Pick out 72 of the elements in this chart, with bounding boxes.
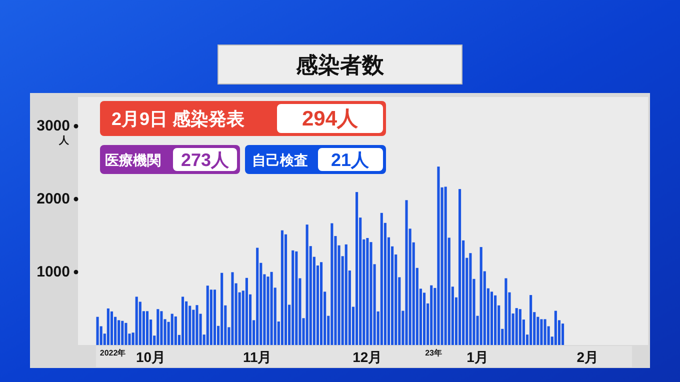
bar: [156, 309, 160, 345]
bar: [561, 324, 564, 345]
bar: [320, 262, 323, 345]
bar: [110, 311, 114, 345]
annotation: 21人: [330, 150, 370, 170]
bar: [469, 253, 472, 345]
x-tick-label: 12月: [352, 349, 382, 365]
x-tick-label: 2月: [576, 349, 599, 365]
bar: [181, 296, 184, 345]
bar: [220, 272, 224, 345]
bar: [540, 319, 543, 345]
bar: [256, 248, 259, 345]
y-axis-title: 人: [58, 134, 70, 147]
bar: [170, 314, 174, 345]
bar: [494, 295, 497, 345]
annotation: 医療機関: [105, 152, 161, 168]
bar: [245, 278, 248, 345]
bar: [366, 238, 369, 345]
bar: [196, 305, 198, 345]
x-tick-label: 11月: [242, 349, 272, 365]
bar: [292, 250, 294, 345]
bar: [188, 306, 192, 345]
y-tick-label: 1000: [36, 264, 70, 281]
y-tick-label: 3000: [36, 118, 70, 135]
bar: [530, 295, 532, 345]
bar: [160, 311, 163, 345]
bar: [118, 320, 120, 345]
title: 感染者数: [218, 44, 462, 84]
x-tick-label: 10月: [136, 349, 166, 365]
bar: [231, 272, 234, 345]
bar: [121, 320, 124, 345]
annotation: 自己検査: [252, 152, 308, 168]
bar: [504, 278, 508, 345]
bar: [515, 308, 518, 345]
bar: [135, 296, 138, 345]
bar: [344, 244, 348, 345]
bar: [284, 234, 288, 345]
chart-title: 感染者数: [295, 52, 385, 78]
text: 2022年: [100, 348, 126, 358]
bar: [544, 319, 546, 345]
bar: [518, 309, 522, 345]
bar: [444, 186, 447, 345]
bar: [422, 292, 426, 345]
bar: [370, 242, 372, 345]
bar: [306, 224, 308, 345]
annotation: 294人: [302, 108, 360, 130]
bar: [380, 212, 383, 345]
bar: [437, 166, 440, 345]
bar: [330, 223, 334, 345]
annotation: 273人: [180, 150, 230, 170]
bar: [356, 192, 358, 345]
bar: [270, 272, 273, 345]
bar: [210, 290, 212, 345]
bar: [146, 311, 149, 345]
bar: [206, 286, 209, 345]
x-tick-label: 1月: [466, 349, 488, 365]
bar: [458, 189, 462, 345]
bar: [430, 285, 433, 345]
bar: [554, 310, 557, 345]
bar: [96, 316, 99, 345]
bar: [280, 230, 284, 345]
bar: [213, 290, 216, 345]
bar: [174, 316, 177, 345]
bar: [295, 251, 298, 345]
bar: [124, 322, 128, 345]
annotation: 2月9日 感染発表: [111, 109, 245, 129]
bar: [490, 292, 494, 345]
y-tick-label: 2000: [36, 190, 70, 208]
bar: [106, 308, 110, 345]
text: 23年: [425, 348, 442, 358]
bar: [480, 247, 482, 345]
bar: [405, 200, 408, 345]
